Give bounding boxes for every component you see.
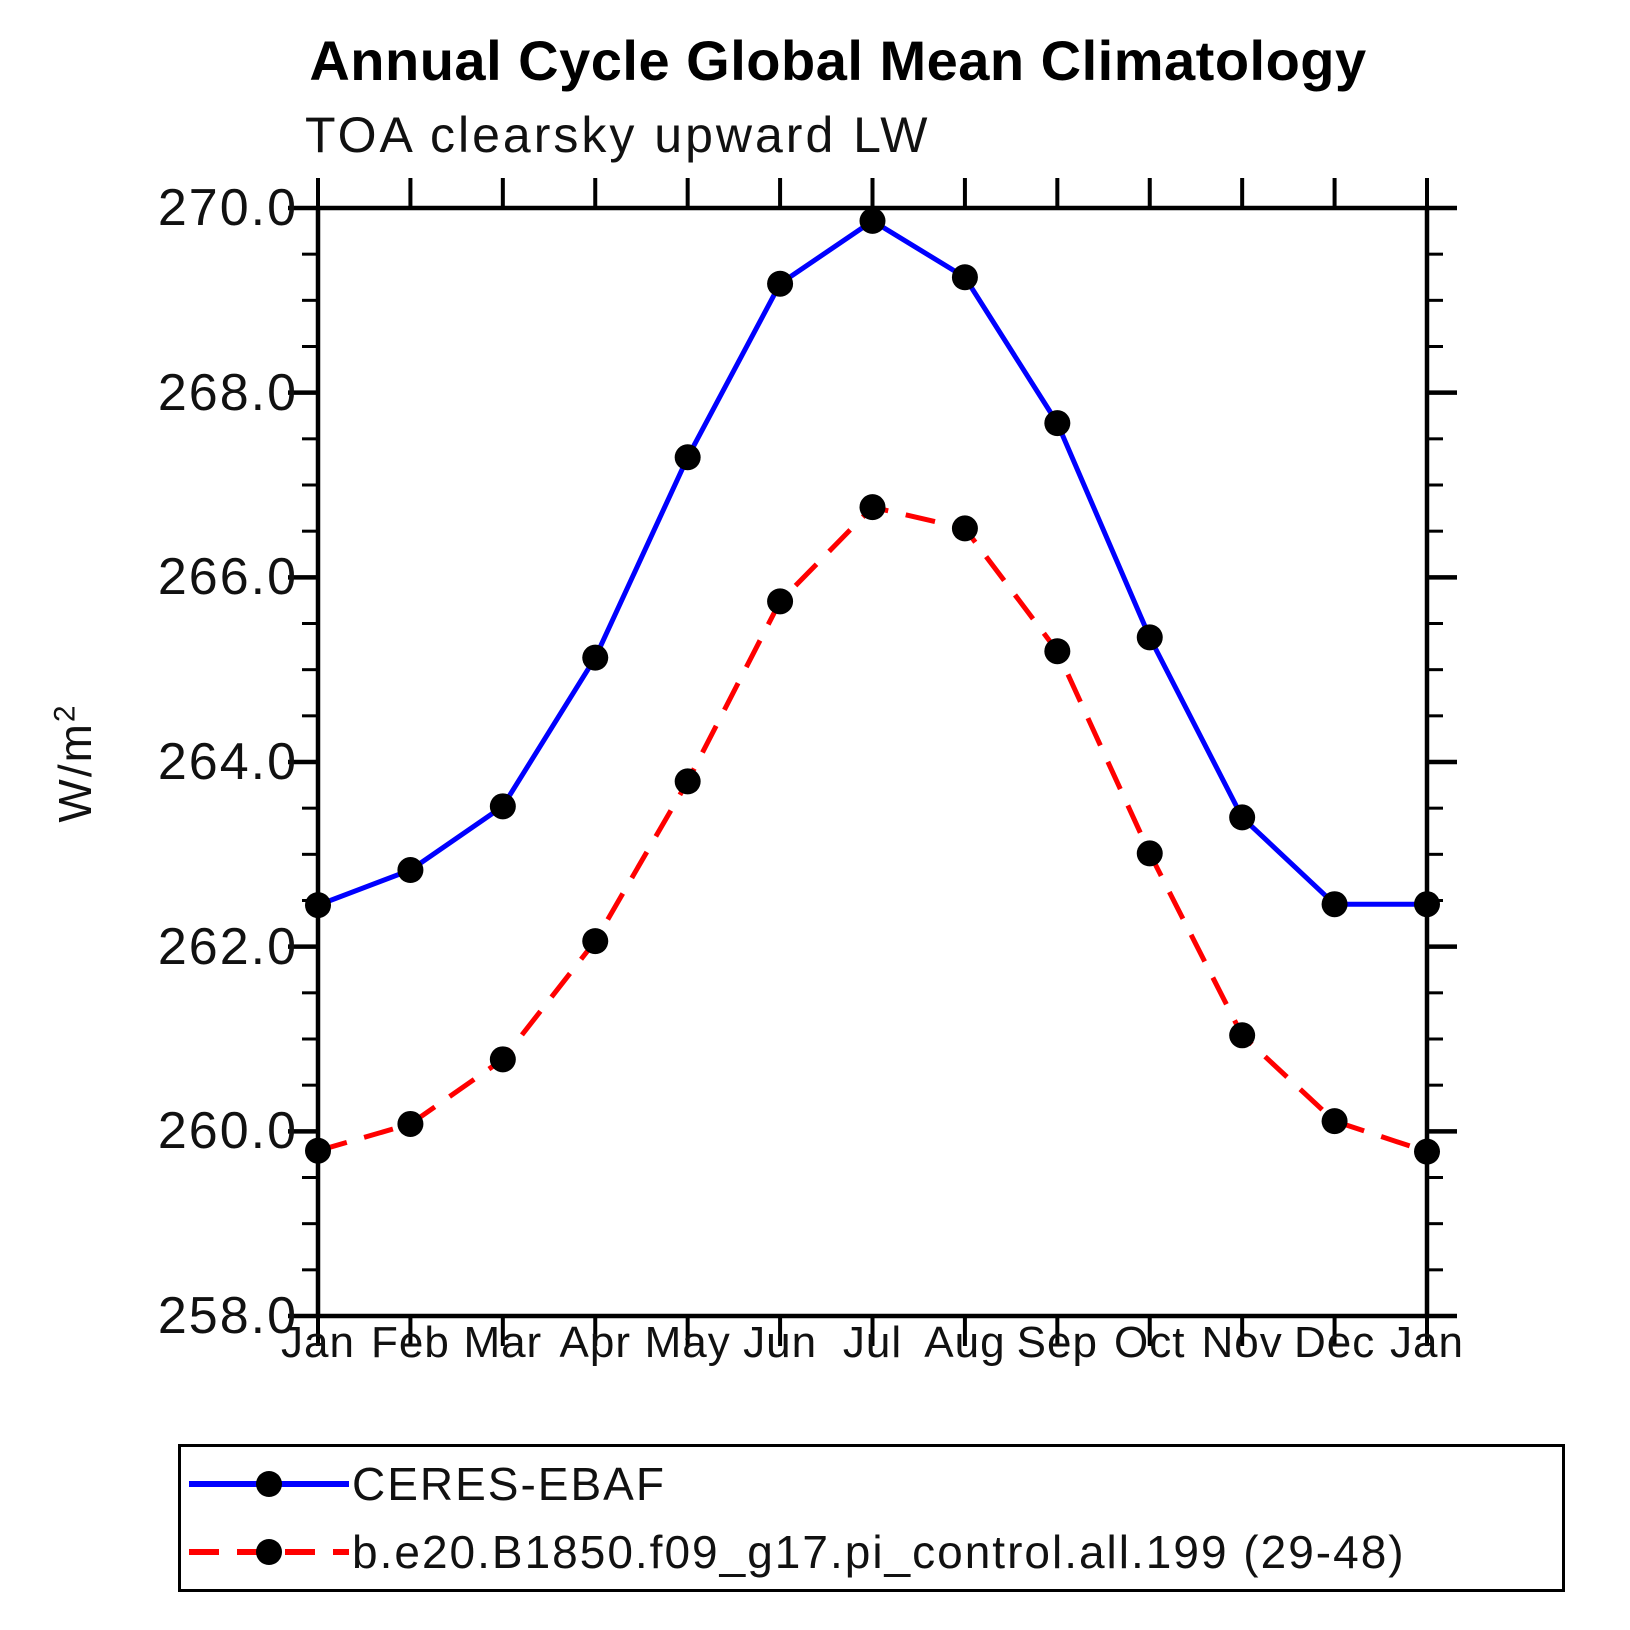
legend-dashed-line-icon: [189, 1539, 349, 1565]
data-point-marker: [674, 444, 701, 471]
data-point-marker: [489, 1046, 516, 1073]
data-point-marker: [1229, 1022, 1256, 1049]
legend: CERES-EBAF b.e20.B1850.f09_g17.pi_control…: [178, 1444, 1565, 1592]
data-point-marker: [489, 793, 516, 820]
y-tick-label: 260.0: [157, 1102, 298, 1161]
x-tick-label: Oct: [1114, 1318, 1186, 1367]
x-tick-label: Jan: [1390, 1318, 1464, 1367]
series-line-0: [317, 218, 1427, 908]
chart-subtitle: TOA clearsky upward LW: [305, 107, 931, 163]
data-point-marker: [1414, 891, 1440, 918]
x-tick-label: Sep: [1016, 1318, 1098, 1367]
x-tick-label: Jan: [281, 1318, 355, 1367]
data-point-marker: [397, 1110, 424, 1137]
data-point-marker: [1414, 1138, 1440, 1165]
data-point-marker: [859, 207, 886, 234]
data-point-marker: [1136, 624, 1163, 651]
data-point-marker: [674, 768, 701, 795]
data-point-marker: [305, 1137, 331, 1164]
data-point-marker: [1229, 804, 1256, 831]
data-point-marker: [1044, 638, 1071, 665]
data-point-marker: [1044, 410, 1071, 437]
y-tick-label: 268.0: [157, 363, 298, 422]
data-point-marker: [1321, 891, 1348, 918]
x-tick-label: Dec: [1293, 1318, 1376, 1367]
legend-marker-icon: [256, 1539, 282, 1565]
data-point-marker: [397, 857, 424, 884]
legend-label: CERES-EBAF: [352, 1458, 666, 1510]
data-point-marker: [305, 892, 331, 919]
x-tick-label: Mar: [463, 1318, 543, 1367]
y-tick-label: 264.0: [157, 733, 298, 791]
data-point-marker: [951, 264, 978, 291]
legend-marker-icon: [256, 1471, 282, 1497]
data-point-marker: [582, 928, 609, 955]
y-tick-label: 266.0: [157, 548, 298, 607]
y-tick-label: 270.0: [157, 179, 298, 237]
legend-label: b.e20.B1850.f09_g17.pi_control.all.199 (…: [352, 1526, 1406, 1578]
data-point-marker: [582, 644, 609, 671]
x-tick-label: Jul: [842, 1318, 903, 1367]
plot-box: [315, 205, 1430, 1319]
x-tick-label: May: [644, 1318, 731, 1367]
data-point-marker: [767, 270, 794, 297]
data-point-marker: [951, 515, 978, 542]
legend-solid-line-icon: [189, 1471, 349, 1497]
x-tick-label: Nov: [1201, 1318, 1283, 1367]
y-tick-label: 258.0: [157, 1287, 298, 1345]
data-point-marker: [859, 494, 886, 521]
x-tick-label: Jun: [743, 1318, 818, 1367]
series-line-1: [317, 504, 1428, 1155]
data-point-marker: [1136, 840, 1163, 867]
x-tick-label: Apr: [559, 1318, 631, 1367]
y-tick-label: 262.0: [157, 917, 298, 976]
x-tick-label: Aug: [924, 1318, 1006, 1367]
data-point-marker: [1321, 1108, 1348, 1135]
chart-title: Annual Cycle Global Mean Climatology: [309, 29, 1367, 92]
data-point-marker: [767, 588, 794, 615]
legend-item-1: b.e20.B1850.f09_g17.pi_control.all.199 (…: [181, 1521, 1562, 1583]
x-tick-label: Feb: [370, 1318, 450, 1367]
legend-item-0: CERES-EBAF: [181, 1453, 1562, 1515]
